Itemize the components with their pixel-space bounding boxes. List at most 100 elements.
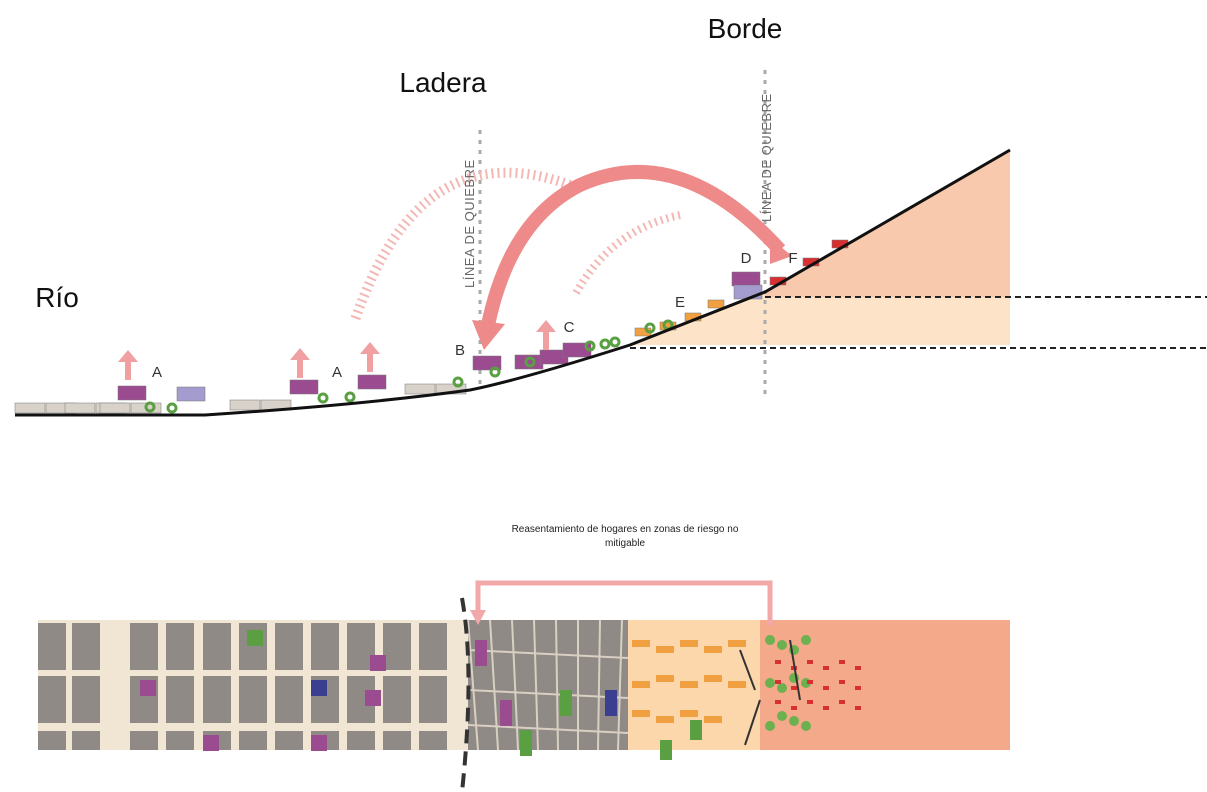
house-plan [775, 660, 781, 664]
up-arrow-head [360, 342, 380, 354]
point-label: C [564, 319, 575, 336]
block-accent [370, 655, 386, 671]
contour [739, 649, 756, 691]
house [707, 299, 725, 309]
up-arrow-head [290, 348, 310, 360]
house-plan [807, 680, 813, 684]
tree-plan [777, 683, 787, 693]
house-plan [728, 681, 746, 688]
tree [166, 402, 178, 414]
up-arrow [297, 358, 303, 378]
block-accent [311, 680, 327, 696]
block-accent [605, 690, 617, 716]
block [166, 731, 194, 750]
caption-line: Reasentamiento de hogares en zonas de ri… [512, 524, 739, 535]
tree [317, 392, 329, 404]
block-accent [500, 700, 512, 726]
green-plan [690, 720, 702, 740]
house [472, 355, 502, 371]
tree [584, 340, 596, 352]
house-plan [791, 686, 797, 690]
house-plan [728, 640, 746, 647]
relocation-arrow [481, 165, 786, 327]
house-plan [656, 716, 674, 723]
label-rio: Río [35, 282, 79, 313]
block-accent [311, 735, 327, 751]
arrow-head [472, 320, 505, 350]
street [617, 619, 623, 751]
block [130, 623, 158, 670]
tree-plan [801, 635, 811, 645]
street [489, 619, 499, 751]
street [467, 649, 629, 659]
block-accent [247, 630, 263, 646]
street [467, 724, 629, 734]
house [733, 284, 763, 300]
house-plan [839, 660, 845, 664]
house-plan [807, 700, 813, 704]
house-plan [656, 675, 674, 682]
block-accent [140, 680, 156, 696]
street [597, 619, 601, 751]
block [383, 731, 411, 750]
house-plan [704, 646, 722, 653]
tree [524, 356, 536, 368]
house-plan [656, 646, 674, 653]
block [166, 676, 194, 723]
tree-plan [777, 640, 787, 650]
tree-plan [777, 711, 787, 721]
tree [144, 401, 156, 413]
block [419, 731, 447, 750]
block [130, 731, 158, 750]
block-accent [365, 690, 381, 706]
house-plan [791, 706, 797, 710]
break-line-label: LÍNEA DE QUIEBRE [759, 93, 774, 222]
contour [789, 639, 801, 701]
block [38, 731, 66, 750]
block [72, 676, 100, 723]
street [467, 619, 479, 751]
tree [489, 366, 501, 378]
point-label: E [675, 294, 685, 311]
plan-blocks [38, 619, 861, 760]
houses [14, 239, 849, 414]
tree-plan [789, 716, 799, 726]
block [72, 731, 100, 750]
house-plan [839, 700, 845, 704]
block-accent [560, 690, 572, 716]
house-plan [807, 660, 813, 664]
house [14, 402, 46, 414]
house [176, 386, 206, 402]
block [275, 731, 303, 750]
house-plan [775, 700, 781, 704]
house [229, 399, 261, 411]
block [275, 676, 303, 723]
house-plan [775, 680, 781, 684]
house-plan [823, 686, 829, 690]
block [239, 676, 267, 723]
resettlement-arrow [475, 580, 773, 625]
block-accent [475, 640, 487, 666]
house-plan [855, 706, 861, 710]
block [275, 623, 303, 670]
up-arrow [367, 352, 373, 372]
house-plan [823, 706, 829, 710]
arrow-tail [770, 238, 792, 264]
tree-plan [801, 721, 811, 731]
house-plan [632, 710, 650, 717]
house-plan [680, 640, 698, 647]
up-arrow-head [536, 320, 556, 332]
block-accent [203, 735, 219, 751]
block [38, 623, 66, 670]
caption-line: mitigable [605, 538, 645, 549]
house-plan [680, 710, 698, 717]
block [203, 623, 231, 670]
point-label: A [332, 364, 342, 381]
house-plan [704, 675, 722, 682]
point-label: F [788, 250, 797, 267]
label-borde: Borde [708, 13, 783, 44]
house-plan [632, 681, 650, 688]
block [419, 623, 447, 670]
tree-plan [765, 635, 775, 645]
